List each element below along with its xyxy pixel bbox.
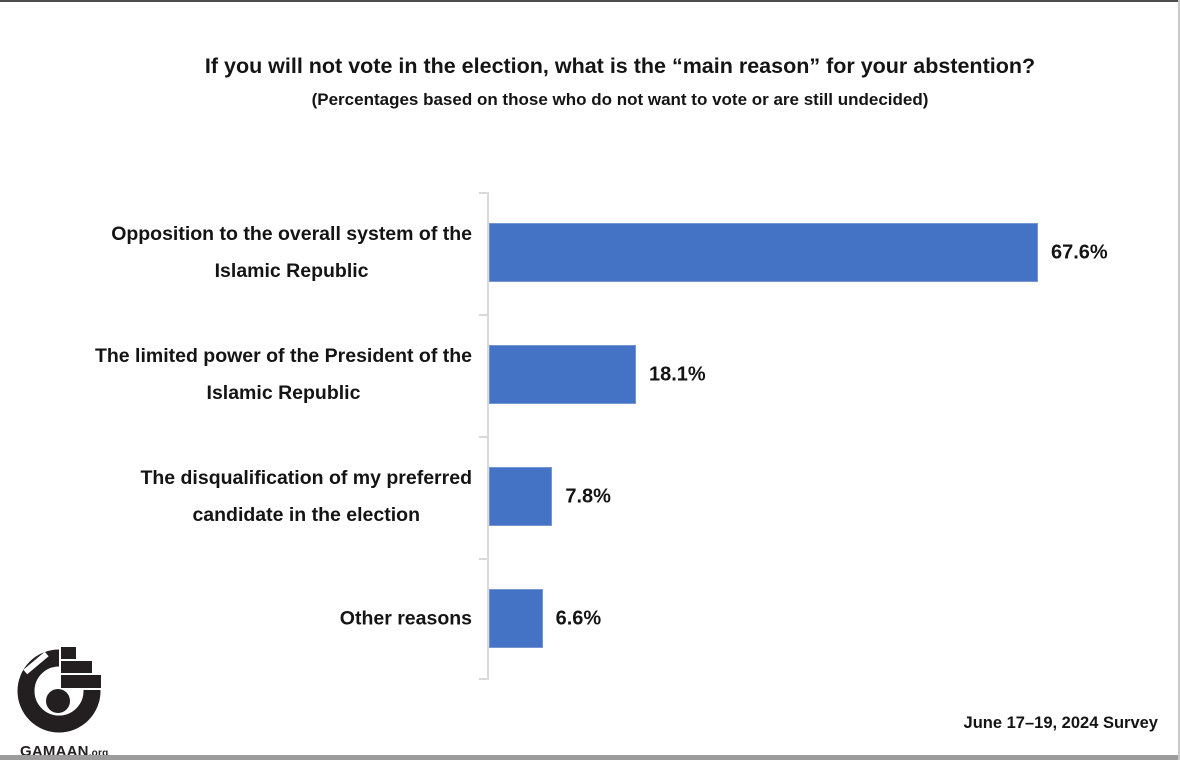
value-label: 6.6% bbox=[555, 607, 602, 630]
gamaan-logo-mark bbox=[17, 646, 106, 733]
axis-tick bbox=[479, 678, 488, 680]
category-label: Opposition to the overall system of the … bbox=[111, 223, 472, 282]
category-label: The limited power of the President of th… bbox=[94, 345, 472, 404]
axis-tick bbox=[479, 192, 488, 194]
bar-row: The limited power of the President of th… bbox=[0, 314, 1180, 436]
survey-date-note: June 17–19, 2024 Survey bbox=[963, 714, 1158, 732]
logo-suffix: .org bbox=[88, 748, 109, 759]
chart-header: If you will not vote in the election, wh… bbox=[70, 52, 1170, 112]
category-label: The disqualification of my preferred can… bbox=[140, 467, 472, 526]
chart-title: If you will not vote in the election, wh… bbox=[204, 54, 1036, 78]
bar-row: Opposition to the overall system of the … bbox=[0, 192, 1180, 314]
axis-tick bbox=[479, 558, 488, 560]
bar-row: Other reasons 6.6% bbox=[0, 558, 1180, 680]
value-label: 18.1% bbox=[648, 363, 706, 386]
bar-row: The disqualification of my preferred can… bbox=[0, 436, 1180, 558]
top-border bbox=[0, 0, 1180, 2]
axis-tick bbox=[479, 314, 488, 316]
chart-subtitle: (Percentages based on those who do not w… bbox=[311, 90, 929, 109]
bar bbox=[489, 223, 1038, 282]
bar bbox=[489, 467, 553, 526]
bottom-border bbox=[0, 755, 1180, 760]
category-axis-line bbox=[487, 192, 489, 680]
bar bbox=[489, 589, 543, 648]
right-border bbox=[1178, 0, 1180, 760]
axis-tick bbox=[479, 436, 488, 438]
bar-rows: Opposition to the overall system of the … bbox=[0, 192, 1180, 680]
value-label: 7.8% bbox=[565, 485, 611, 508]
bar bbox=[489, 345, 636, 404]
value-label: 67.6% bbox=[1051, 241, 1108, 264]
gamaan-logo: GAMAAN.org bbox=[14, 646, 124, 760]
category-label: Other reasons bbox=[339, 607, 472, 630]
